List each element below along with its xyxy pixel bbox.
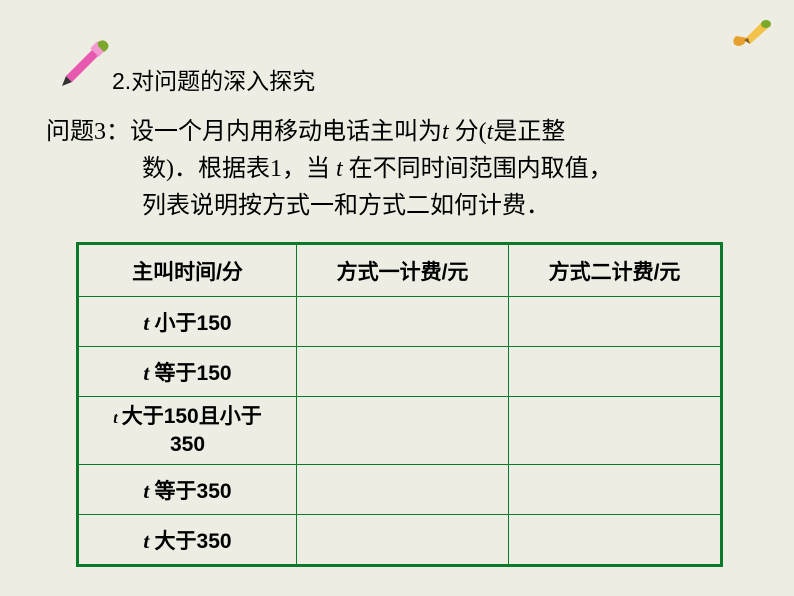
table-row: t 小于150 [79,297,721,347]
header-time: 主叫时间/分 [79,245,297,297]
q-line2-post: 在不同时间范围内取值， [349,156,613,182]
q-line1-end: 是正整 [493,119,565,145]
row1-m2 [509,297,721,347]
row3-m1 [297,397,509,465]
q-line1-pre: 设一个月内用移动电话主叫为 [130,119,442,145]
row5-time: t 大于350 [79,515,297,565]
table-row: t 大于350 [79,515,721,565]
q-line3: 列表说明按方式一和方式二如何计费． [46,188,754,225]
row5-m1 [297,515,509,565]
row2-m2 [509,347,721,397]
q-line2-pre: 数)．根据表1，当 [142,156,336,182]
table-row: t 大于150且小于 350 [79,397,721,465]
row4-m2 [509,465,721,515]
brush-icon [730,14,774,55]
row1-m1 [297,297,509,347]
row2-time: t 等于150 [79,347,297,397]
pencil-icon [52,32,116,101]
row4-time: t 等于350 [79,465,297,515]
question-text: 问题3：设一个月内用移动电话主叫为t 分(t是正整 数)．根据表1，当 t 在不… [46,114,754,226]
q-t3: t [336,156,349,182]
table-row: t 等于150 [79,347,721,397]
table-header-row: 主叫时间/分 方式一计费/元 方式二计费/元 [79,245,721,297]
q-t1: t [442,119,455,145]
billing-table: 主叫时间/分 方式一计费/元 方式二计费/元 t 小于150 t 等于150 t… [76,242,723,567]
row1-time: t 小于150 [79,297,297,347]
table-row: t 等于350 [79,465,721,515]
section-title: 2.对问题的深入探究 [112,62,315,96]
header-method1: 方式一计费/元 [297,245,509,297]
header-method2: 方式二计费/元 [509,245,721,297]
row4-m1 [297,465,509,515]
row2-m1 [297,347,509,397]
question-label: 问题3： [46,119,130,145]
row5-m2 [509,515,721,565]
q-line1-post: 分( [455,119,487,145]
row3-time: t 大于150且小于 350 [79,397,297,465]
row3-m2 [509,397,721,465]
